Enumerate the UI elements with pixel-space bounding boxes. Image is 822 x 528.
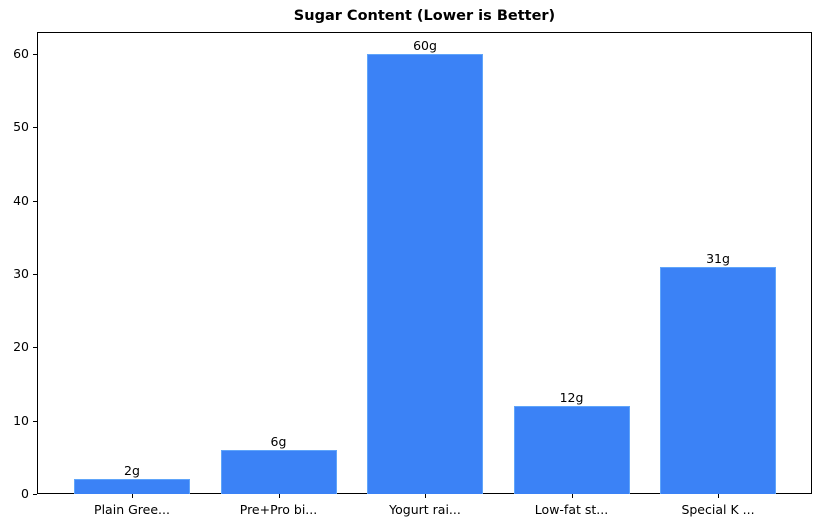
x-tick-label: Pre+Pro bi... bbox=[239, 502, 318, 517]
y-tick-label: 30 bbox=[13, 266, 29, 281]
y-tick-label: 40 bbox=[13, 192, 29, 208]
x-tick-label: Plain Gree... bbox=[94, 502, 170, 517]
x-tick bbox=[278, 494, 280, 498]
bar-value-label: 60g bbox=[413, 38, 437, 53]
x-tick-label: Low-fat st... bbox=[534, 502, 609, 517]
y-tick bbox=[33, 274, 37, 275]
y-tick-label: 20 bbox=[13, 339, 29, 355]
y-tick bbox=[33, 494, 37, 495]
x-tick bbox=[571, 494, 573, 498]
x-tick-label: Special K ... bbox=[681, 502, 755, 517]
x-tick-label: Yogurt rai... bbox=[389, 502, 461, 517]
bar-value-label: 12g bbox=[559, 390, 584, 405]
bar-value-label: 6g bbox=[270, 434, 287, 449]
x-tick bbox=[718, 494, 719, 498]
chart-title: Sugar Content (Lower is Better) bbox=[293, 8, 556, 24]
y-tick bbox=[33, 420, 37, 422]
bar bbox=[220, 450, 337, 494]
x-tick bbox=[132, 494, 133, 498]
bar-value-label: 2g bbox=[124, 463, 140, 479]
y-tick bbox=[33, 200, 37, 202]
bar-value-label: 31g bbox=[706, 250, 730, 266]
y-tick bbox=[33, 127, 37, 129]
y-tick-label: 10 bbox=[13, 412, 29, 428]
y-tick bbox=[33, 347, 37, 349]
y-tick-label: 60 bbox=[13, 46, 29, 61]
y-tick-label: 0 bbox=[21, 486, 29, 501]
y-tick bbox=[33, 54, 37, 55]
y-tick-label: 50 bbox=[13, 119, 29, 135]
x-tick bbox=[425, 494, 426, 498]
bar bbox=[660, 266, 776, 494]
bar bbox=[74, 479, 190, 494]
bar bbox=[513, 406, 630, 494]
bar bbox=[367, 54, 483, 494]
